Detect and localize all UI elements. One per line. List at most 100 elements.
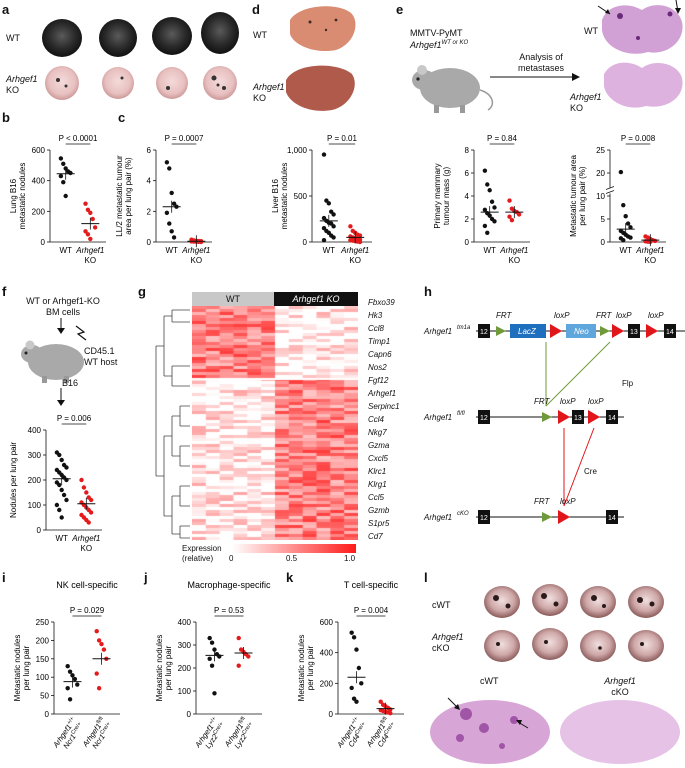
y-tick-label: 50 — [40, 692, 49, 701]
category-label: WT — [619, 246, 632, 255]
y-tick-label: 100 — [36, 673, 50, 682]
category-genotype: fl/fl — [238, 716, 247, 725]
chart-e1: 0 2 4 6 8 Primary mammarytumour mass (g) P = 0… — [433, 134, 530, 265]
svg-text:loxP: loxP — [616, 311, 632, 320]
svg-text:FRT: FRT — [596, 311, 613, 320]
colorbar-min: 0 — [229, 554, 234, 563]
data-point — [348, 224, 353, 229]
data-point — [351, 635, 357, 640]
y-tick-label: 200 — [28, 476, 42, 485]
svg-text:loxP: loxP — [554, 311, 570, 320]
p-value: P = 0.006 — [57, 414, 92, 423]
data-point — [79, 477, 84, 483]
panel-d-ko-label: Arhgef1 KO — [253, 82, 285, 103]
panel-letter-b: b — [2, 110, 10, 125]
category-gene: Arhgef1 — [340, 246, 369, 255]
gene-label: Ccl5 — [368, 493, 385, 502]
category-label: Arhgef1fl/flCd4Cre/+ — [364, 716, 398, 754]
gene-label: Cxcl5 — [368, 454, 389, 463]
y-tick-label: 2 — [147, 207, 152, 216]
panel-letter-j: j — [144, 570, 148, 585]
p-value: P = 0.008 — [621, 134, 656, 143]
panel-letter-k: k — [286, 570, 294, 585]
liver-ko — [286, 65, 355, 111]
chart-title: Macrophage-specific — [187, 580, 271, 590]
gene-label: Gzmb — [368, 506, 390, 515]
cre-label: Cre — [584, 467, 597, 476]
data-point — [351, 696, 357, 701]
data-point — [207, 656, 212, 661]
svg-text:13: 13 — [574, 415, 582, 422]
data-point — [623, 214, 628, 219]
data-point — [207, 635, 212, 641]
data-point — [356, 665, 362, 671]
gene-label: Nos2 — [368, 363, 387, 372]
y-tick-label: 200 — [32, 207, 46, 216]
category-label: Arhgef1 KO — [71, 534, 100, 553]
category-label: Arhgef1fl/flLyz2Cre/+ — [222, 716, 256, 754]
data-point — [58, 173, 64, 179]
panel-l-cwt-label: cWT — [432, 600, 451, 610]
panel-f-b16: B16 — [62, 378, 79, 388]
y-axis-label-line1: LL/2 metastatic tumour — [115, 155, 124, 237]
gene-label: Fbxo39 — [368, 298, 395, 307]
data-point — [59, 515, 64, 520]
data-point — [70, 673, 75, 678]
svg-text:loxP: loxP — [560, 497, 576, 506]
panel-e-wt-label: WT — [584, 26, 598, 36]
data-point — [482, 207, 488, 212]
panel-f-donor: WT or Arhgef1-KO BM cells — [26, 296, 100, 317]
y-axis-label: Metastatic nodulesper lung pair — [297, 635, 315, 702]
data-point — [198, 239, 204, 245]
data-point — [88, 497, 94, 503]
svg-text:LacZ: LacZ — [518, 327, 537, 336]
data-point — [85, 232, 91, 237]
lung-wt-2 — [99, 19, 137, 57]
panel-e-arrow — [490, 73, 580, 81]
y-tick-label: 100 — [178, 687, 192, 696]
p-value: P = 0.84 — [487, 134, 517, 143]
frt-site — [496, 326, 506, 336]
data-point — [67, 697, 73, 702]
gene-label: Klrc1 — [368, 467, 387, 476]
category-label: WT — [165, 246, 178, 255]
data-point — [359, 681, 364, 686]
y-axis-label-line2: per lung pair — [22, 645, 31, 690]
category-label: Arhgef1+/+Lyz2Cre/+ — [193, 716, 228, 755]
y-tick-label: 4 — [465, 192, 470, 201]
panel-l-images — [430, 584, 680, 764]
tm1a-label: Arhgef1 — [423, 327, 452, 336]
data-point — [94, 671, 99, 676]
gene-label: Serpinc1 — [368, 402, 400, 411]
y-tick-label: 400 — [320, 649, 334, 658]
chart-d: 0 500 1,000 Liver B16metastatic nodules P = … — [271, 134, 372, 265]
gene-label: Capn6 — [368, 350, 392, 359]
heatmap-ko-header: Arhgef1 KO — [274, 292, 358, 306]
chart-e2: 0 5 10 20 25 Metastatic tumour areaper lung p… — [569, 134, 666, 265]
svg-text:13: 13 — [630, 329, 638, 336]
panel-l-cko-histo-label: Arhgef1 cKO — [604, 676, 636, 697]
p-value: P < 0.0001 — [59, 134, 98, 143]
y-tick-label: 0 — [37, 526, 42, 535]
chart-i: NK cell-specific 0 50 100 150 200 250 Metastati… — [13, 580, 120, 750]
svg-text:Arhgef1: Arhgef1 — [423, 413, 452, 422]
y-tick-label: 4 — [147, 177, 152, 186]
data-point — [64, 465, 69, 470]
lung-wt-4 — [201, 12, 239, 54]
y-axis-label-line2: per lung pair (%) — [578, 166, 587, 225]
data-point — [628, 235, 633, 240]
svg-text:14: 14 — [608, 515, 616, 522]
panel-letter-h: h — [424, 284, 432, 299]
y-tick-label: 600 — [32, 146, 46, 155]
svg-text:Neo: Neo — [574, 327, 589, 336]
data-point — [72, 676, 78, 682]
data-point — [169, 190, 174, 196]
data-point — [331, 212, 336, 217]
panel-d-liver-images — [286, 6, 356, 111]
gene-label: Ccl8 — [368, 324, 385, 333]
category-label: Arhgef1 KO — [499, 246, 528, 265]
data-point — [83, 201, 88, 206]
data-point — [90, 216, 95, 222]
y-axis-label-line1: Primary mammary — [433, 163, 442, 228]
heatmap-grid — [192, 306, 358, 540]
